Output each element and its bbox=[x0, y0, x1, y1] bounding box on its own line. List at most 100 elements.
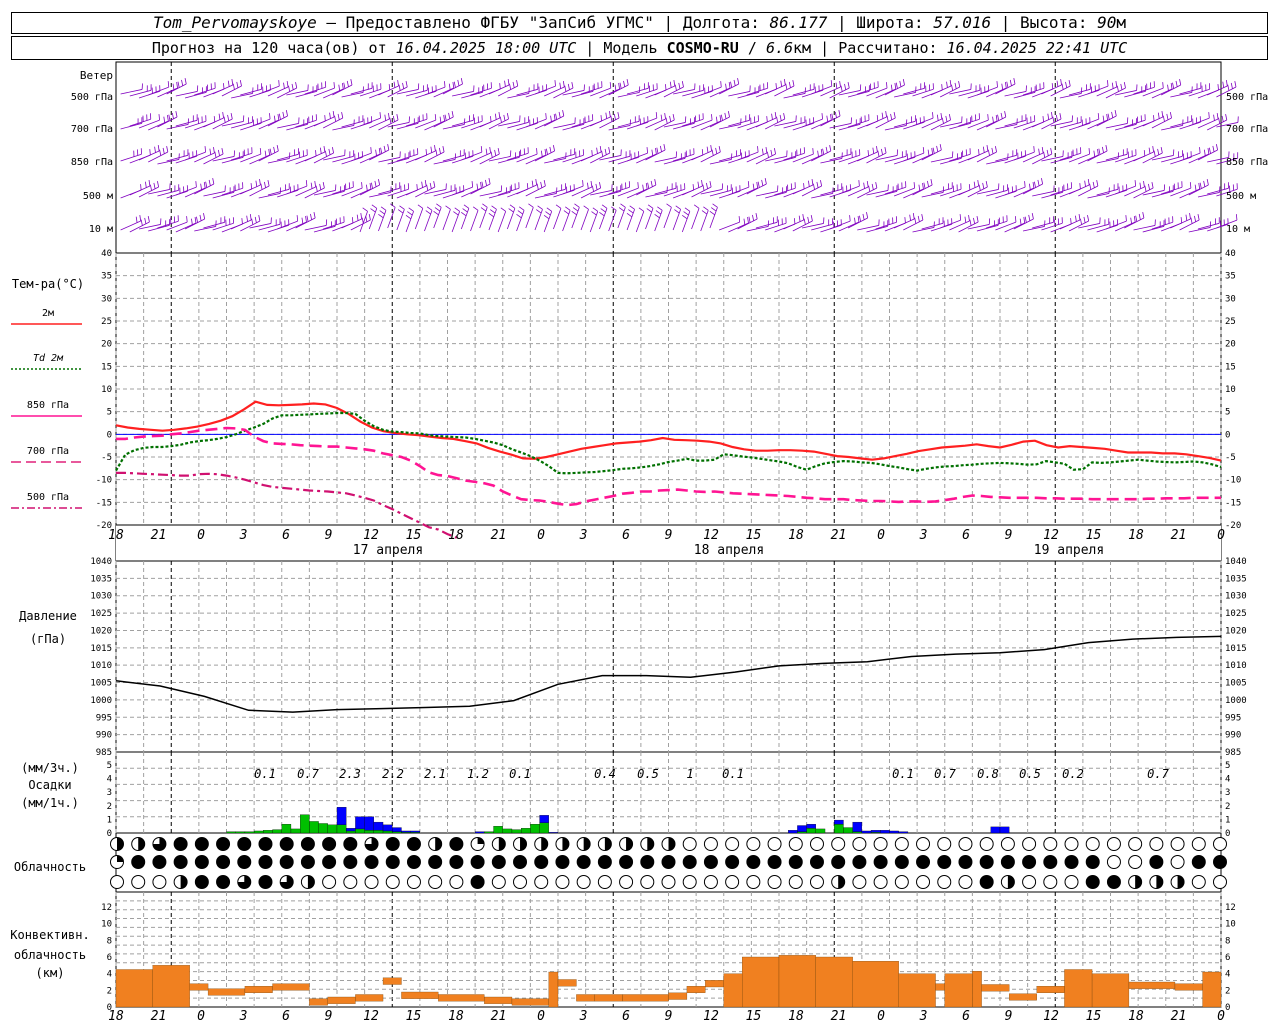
rain-bar bbox=[484, 831, 494, 834]
wind-barb bbox=[912, 153, 933, 164]
wind-barb bbox=[737, 151, 759, 161]
wind-barb-flag bbox=[715, 147, 718, 154]
wind-barb-flag bbox=[922, 183, 924, 190]
wind-barb bbox=[157, 116, 178, 128]
wind-barb-flag bbox=[457, 79, 460, 86]
wind-barb bbox=[1078, 154, 1099, 165]
wind-barb bbox=[1022, 152, 1044, 163]
wind-barb bbox=[995, 83, 1016, 95]
wind-barb-flag bbox=[563, 81, 565, 88]
cloud-symbol bbox=[364, 875, 379, 889]
x-tick-label: 9 bbox=[325, 528, 333, 543]
wind-barb-flag bbox=[1148, 183, 1150, 190]
wind-barb-flag bbox=[200, 183, 202, 190]
wind-barb bbox=[857, 225, 879, 231]
wind-level-left: 700 гПа bbox=[71, 124, 113, 135]
wind-barb-flag bbox=[1218, 117, 1221, 124]
wind-barb-flag bbox=[399, 205, 405, 210]
wind-barb-flag bbox=[802, 214, 805, 221]
temp-tick-left: 30 bbox=[101, 294, 112, 304]
wind-barb-flag bbox=[830, 114, 832, 121]
cloud-symbol bbox=[491, 875, 506, 889]
wind-barb-flag bbox=[135, 216, 138, 223]
cloud-half bbox=[583, 837, 591, 851]
wind-barb-flag bbox=[571, 82, 574, 89]
wind-barb bbox=[590, 116, 611, 127]
wind-barb bbox=[1161, 125, 1183, 131]
wind-barb-flag bbox=[604, 148, 607, 155]
wind-barb bbox=[728, 186, 750, 196]
wind-barb bbox=[304, 225, 327, 231]
wind-barb-flag bbox=[543, 214, 550, 220]
wind-barb-flag bbox=[849, 215, 851, 222]
wind-barb-flag bbox=[951, 84, 954, 91]
wind-barb bbox=[718, 83, 739, 95]
wind-barb-flag bbox=[259, 148, 262, 155]
x-tick-label-bottom: 6 bbox=[282, 1009, 290, 1024]
cloud-overcast bbox=[195, 855, 209, 869]
cloud-symbol bbox=[746, 837, 761, 851]
wind-barb bbox=[857, 187, 878, 199]
wind-barb bbox=[580, 187, 601, 199]
x-tick-label-bottom: 18 bbox=[788, 1009, 804, 1024]
x-tick-label: 3 bbox=[919, 528, 928, 543]
wind-barb-flag bbox=[863, 182, 865, 189]
wind-barb bbox=[1142, 190, 1165, 196]
cloud-overcast bbox=[513, 855, 527, 869]
wind-barb-flag bbox=[591, 185, 594, 192]
wind-barb bbox=[571, 207, 580, 229]
wind-barb-flag bbox=[977, 180, 980, 187]
x-tick-label-bottom: 3 bbox=[239, 1009, 248, 1024]
wind-barb-flag bbox=[454, 207, 460, 212]
wind-barb-flag bbox=[715, 116, 718, 123]
cloud-symbol bbox=[682, 837, 697, 851]
wind-barb-flag bbox=[1050, 148, 1053, 155]
wind-barb bbox=[866, 190, 889, 196]
wind-barb bbox=[949, 89, 971, 95]
wind-barb-flag bbox=[571, 210, 577, 216]
wind-barb bbox=[645, 192, 668, 198]
conv-tick-right: 8 bbox=[1225, 936, 1230, 946]
wind-barb bbox=[148, 189, 170, 195]
wind-barb bbox=[544, 115, 564, 127]
pressure-tick-left: 985 bbox=[96, 748, 112, 758]
precip-tick-right: 0 bbox=[1225, 829, 1230, 839]
wind-barb bbox=[912, 184, 933, 196]
x-tick-label-bottom: 12 bbox=[703, 1009, 719, 1024]
wind-barb-flag bbox=[1078, 214, 1081, 221]
wind-barb bbox=[599, 117, 620, 129]
wind-barb-flag bbox=[816, 181, 819, 188]
wind-barb-flag bbox=[752, 214, 755, 221]
rain-bar bbox=[539, 822, 549, 834]
wind-barb bbox=[433, 159, 456, 165]
wind-barb bbox=[175, 222, 197, 233]
temp-tick-right: 35 bbox=[1225, 272, 1236, 282]
wind-barb-flag bbox=[389, 117, 392, 124]
wind-barb-flag bbox=[1004, 111, 1007, 118]
wind-barb bbox=[1170, 218, 1191, 229]
wind-barb-flag bbox=[857, 216, 860, 223]
cloud-overcast bbox=[258, 855, 272, 869]
wind-barb-flag bbox=[817, 150, 819, 157]
cloud-overcast bbox=[640, 855, 654, 869]
cloud-overcast bbox=[343, 837, 357, 851]
wind-barb-flag bbox=[651, 149, 654, 156]
wind-barb-flag bbox=[1029, 183, 1031, 190]
wind-barb bbox=[673, 89, 695, 95]
wind-barb bbox=[709, 207, 718, 229]
wind-barb bbox=[719, 221, 740, 231]
convective-bar bbox=[1009, 993, 1037, 1001]
wind-barb-flag bbox=[378, 213, 384, 219]
wind-barb-flag bbox=[858, 180, 860, 187]
wind-barb-flag bbox=[996, 81, 998, 88]
wind-barb-flag bbox=[545, 148, 548, 155]
wind-barb-flag bbox=[626, 79, 629, 86]
x-tick-label-bottom: 18 bbox=[448, 1009, 464, 1024]
wind-barb bbox=[184, 218, 205, 230]
rain-bar bbox=[272, 829, 282, 834]
wind-barb-flag bbox=[222, 112, 224, 119]
wind-barb-flag bbox=[867, 150, 869, 157]
forecast-start: 16.04.2025 18:00 UTC bbox=[395, 39, 577, 57]
wind-barb bbox=[857, 151, 878, 162]
precip-3h-total: 0.7 bbox=[1147, 767, 1169, 781]
